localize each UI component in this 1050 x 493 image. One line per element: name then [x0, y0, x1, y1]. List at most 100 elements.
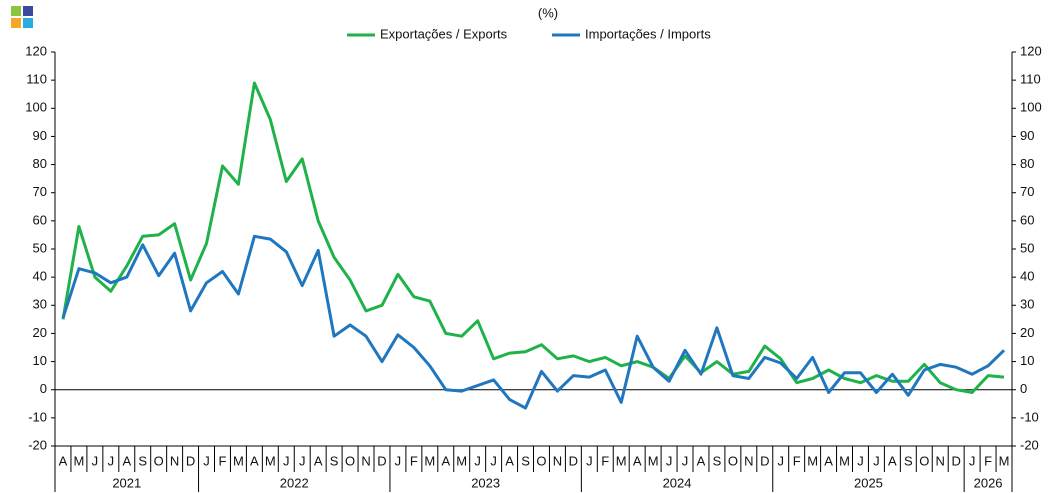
- y-tick-label: 90: [33, 128, 47, 143]
- y2-tick-label: 30: [1020, 297, 1034, 312]
- x-tick-label: J: [299, 453, 306, 468]
- x-tick-label: O: [154, 453, 164, 468]
- x-tick-label: D: [186, 453, 195, 468]
- x-tick-label: J: [777, 453, 784, 468]
- y2-tick-label: 70: [1020, 184, 1034, 199]
- y2-tick-label: 120: [1020, 43, 1042, 58]
- x-tick-label: N: [170, 453, 179, 468]
- x-tick-label: J: [873, 453, 880, 468]
- x-tick-label: M: [424, 453, 435, 468]
- y2-tick-label: 20: [1020, 325, 1034, 340]
- x-tick-label: J: [395, 453, 402, 468]
- y-tick-label: 120: [25, 43, 47, 58]
- x-tick-label: M: [807, 453, 818, 468]
- x-tick-label: D: [569, 453, 578, 468]
- x-tick-label: D: [377, 453, 386, 468]
- x-tick-label: J: [108, 453, 115, 468]
- year-label: 2023: [471, 475, 500, 490]
- x-tick-label: M: [456, 453, 467, 468]
- x-tick-label: A: [824, 453, 833, 468]
- x-tick-label: O: [536, 453, 546, 468]
- y2-tick-label: -20: [1020, 437, 1039, 452]
- y-tick-label: 60: [33, 212, 47, 227]
- x-tick-label: A: [633, 453, 642, 468]
- year-label: 2022: [280, 475, 309, 490]
- series-line: [61, 234, 1006, 410]
- y2-tick-label: 100: [1020, 100, 1042, 115]
- y2-tick-label: 50: [1020, 240, 1034, 255]
- y2-tick-label: 0: [1020, 381, 1027, 396]
- year-label: 2021: [112, 475, 141, 490]
- chart-title: (%): [538, 5, 558, 20]
- x-tick-label: J: [92, 453, 99, 468]
- x-tick-label: A: [697, 453, 706, 468]
- x-tick-label: A: [888, 453, 897, 468]
- logo: [11, 6, 33, 28]
- x-tick-label: S: [713, 453, 722, 468]
- y-tick-label: 30: [33, 297, 47, 312]
- x-tick-label: S: [330, 453, 339, 468]
- year-label: 2026: [974, 475, 1003, 490]
- x-tick-label: A: [122, 453, 131, 468]
- y2-tick-label: -10: [1020, 409, 1039, 424]
- x-tick-label: A: [441, 453, 450, 468]
- y2-tick-label: 80: [1020, 156, 1034, 171]
- y-tick-label: 10: [33, 353, 47, 368]
- year-label: 2025: [854, 475, 883, 490]
- x-tick-label: F: [601, 453, 609, 468]
- x-tick-label: A: [59, 453, 68, 468]
- x-tick-label: M: [265, 453, 276, 468]
- x-tick-label: N: [553, 453, 562, 468]
- y-tick-label: -20: [28, 437, 47, 452]
- x-tick-label: D: [951, 453, 960, 468]
- y-tick-label: -10: [28, 409, 47, 424]
- x-tick-label: N: [361, 453, 370, 468]
- x-tick-label: J: [283, 453, 290, 468]
- x-tick-label: S: [904, 453, 913, 468]
- x-tick-label: J: [666, 453, 673, 468]
- x-tick-label: M: [999, 453, 1010, 468]
- y-tick-label: 40: [33, 269, 47, 284]
- x-tick-label: M: [839, 453, 850, 468]
- x-tick-label: S: [521, 453, 530, 468]
- x-tick-label: A: [250, 453, 259, 468]
- y-tick-label: 110: [26, 72, 47, 87]
- x-tick-label: F: [793, 453, 801, 468]
- year-label: 2024: [663, 475, 692, 490]
- y-tick-label: 70: [33, 184, 47, 199]
- x-tick-label: J: [969, 453, 976, 468]
- x-tick-label: M: [616, 453, 627, 468]
- legend-label: Exportações / Exports: [380, 26, 508, 41]
- x-tick-label: O: [919, 453, 929, 468]
- x-tick-label: A: [505, 453, 514, 468]
- x-tick-label: M: [648, 453, 659, 468]
- y-tick-label: 100: [25, 100, 47, 115]
- y-tick-label: 50: [33, 240, 47, 255]
- series-line: [61, 81, 1005, 394]
- x-tick-label: O: [345, 453, 355, 468]
- y2-tick-label: 10: [1020, 353, 1034, 368]
- x-tick-label: F: [410, 453, 418, 468]
- x-tick-label: M: [233, 453, 244, 468]
- x-tick-label: S: [138, 453, 147, 468]
- x-tick-label: F: [984, 453, 992, 468]
- y-tick-label: 0: [40, 381, 47, 396]
- y-tick-label: 80: [33, 156, 47, 171]
- y2-tick-label: 40: [1020, 269, 1034, 284]
- legend-label: Importações / Imports: [585, 26, 711, 41]
- y-tick-label: 20: [33, 325, 47, 340]
- x-tick-label: J: [203, 453, 210, 468]
- x-tick-label: J: [490, 453, 497, 468]
- x-tick-label: N: [744, 453, 753, 468]
- x-tick-label: O: [728, 453, 738, 468]
- x-tick-label: N: [936, 453, 945, 468]
- y2-tick-label: 60: [1020, 212, 1034, 227]
- x-tick-label: J: [857, 453, 864, 468]
- x-tick-label: D: [760, 453, 769, 468]
- x-tick-label: J: [586, 453, 593, 468]
- x-tick-label: F: [218, 453, 226, 468]
- x-tick-label: J: [682, 453, 689, 468]
- x-tick-label: J: [474, 453, 481, 468]
- x-tick-label: M: [74, 453, 85, 468]
